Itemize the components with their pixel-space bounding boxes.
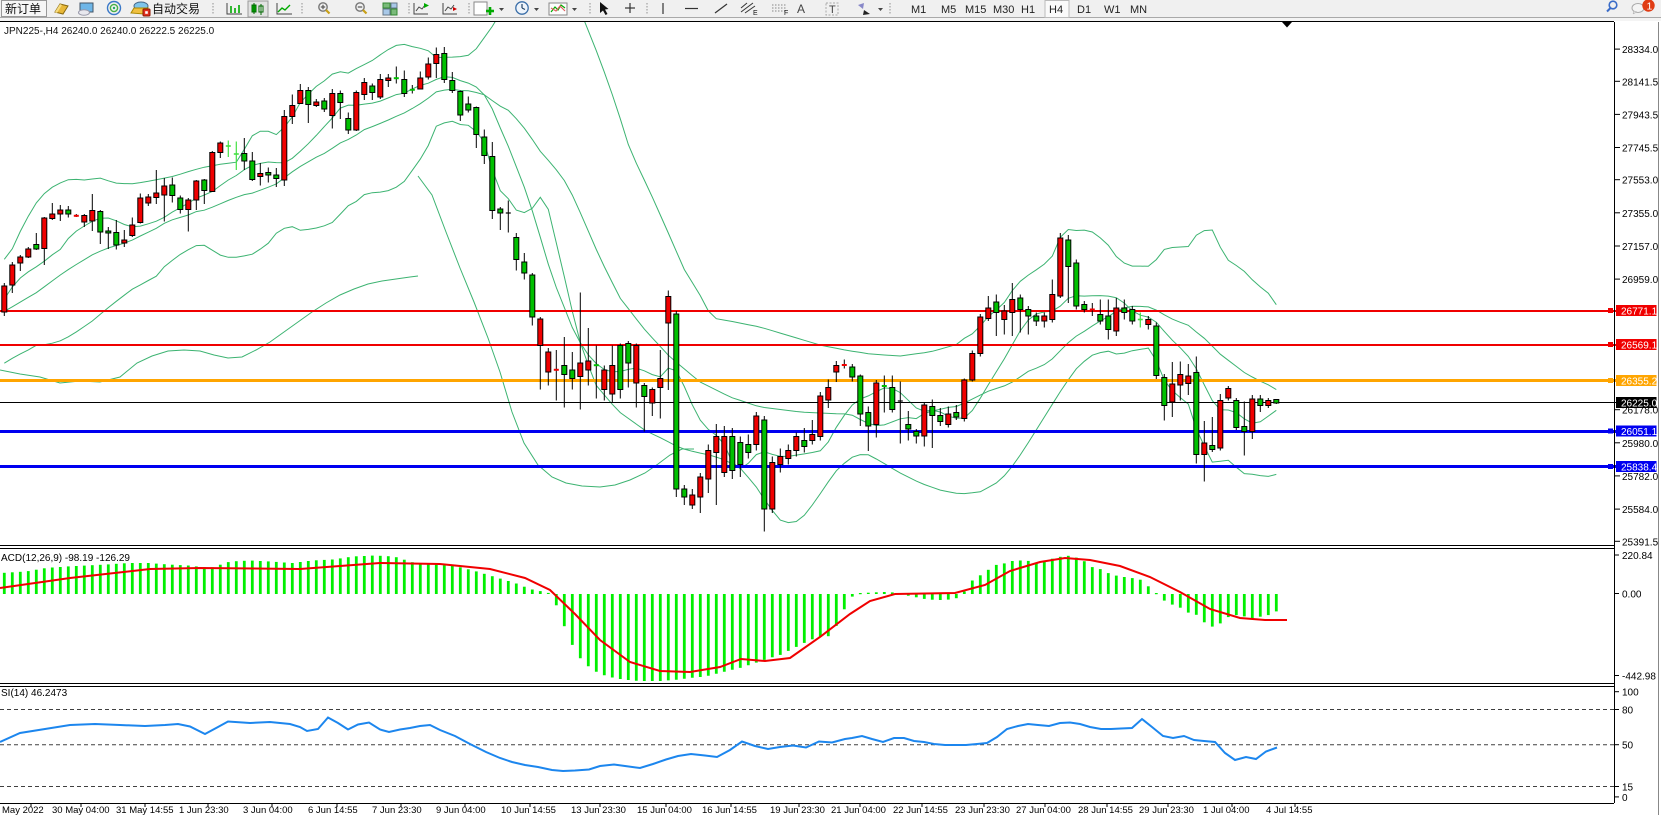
svg-text:E: E — [753, 10, 758, 17]
svg-text:25980.0: 25980.0 — [1622, 439, 1659, 450]
svg-text:27 Jun 04:00: 27 Jun 04:00 — [1016, 805, 1071, 815]
svg-text:15 Jun 04:00: 15 Jun 04:00 — [637, 805, 692, 815]
svg-text:7 Jun 23:30: 7 Jun 23:30 — [372, 805, 422, 815]
svg-text:M5: M5 — [941, 4, 956, 16]
svg-text:M1: M1 — [911, 4, 926, 16]
svg-text:80: 80 — [1622, 706, 1634, 717]
svg-text:27553.0: 27553.0 — [1622, 176, 1659, 187]
svg-text:26771.1: 26771.1 — [1621, 307, 1658, 318]
svg-text:27157.0: 27157.0 — [1622, 242, 1659, 253]
svg-text:May 2022: May 2022 — [2, 805, 44, 815]
svg-text:JPN225-,H4 26240.0 26240.0 26: JPN225-,H4 26240.0 26240.0 26222.5 26225… — [4, 26, 215, 37]
svg-text:26959.0: 26959.0 — [1622, 275, 1659, 286]
svg-text:H1: H1 — [1021, 4, 1035, 16]
svg-text:27355.0: 27355.0 — [1622, 209, 1659, 220]
svg-text:16 Jun 14:55: 16 Jun 14:55 — [702, 805, 757, 815]
svg-text:SI(14) 46.2473: SI(14) 46.2473 — [1, 688, 68, 699]
svg-text:M30: M30 — [993, 4, 1014, 16]
svg-text:H4: H4 — [1049, 4, 1063, 16]
svg-text:26178.0: 26178.0 — [1622, 406, 1659, 417]
svg-text:0.00: 0.00 — [1622, 590, 1642, 601]
svg-text:22 Jun 14:55: 22 Jun 14:55 — [893, 805, 948, 815]
svg-text:31 May 14:55: 31 May 14:55 — [116, 805, 174, 815]
svg-text:W1: W1 — [1104, 4, 1121, 16]
svg-text:21 Jun 04:00: 21 Jun 04:00 — [831, 805, 886, 815]
svg-text:25838.4: 25838.4 — [1621, 463, 1658, 474]
svg-text:26569.1: 26569.1 — [1621, 341, 1658, 352]
svg-text:25391.5: 25391.5 — [1622, 537, 1659, 548]
svg-text:3 Jun 04:00: 3 Jun 04:00 — [243, 805, 293, 815]
svg-text:26355.2: 26355.2 — [1621, 377, 1658, 388]
svg-text:26051.1: 26051.1 — [1621, 427, 1658, 438]
svg-text:自动交易: 自动交易 — [152, 1, 200, 16]
svg-text:26225.0: 26225.0 — [1621, 399, 1658, 410]
svg-text:1 Jun 23:30: 1 Jun 23:30 — [179, 805, 229, 815]
svg-text:新订单: 新订单 — [5, 1, 41, 16]
svg-text:19 Jun 23:30: 19 Jun 23:30 — [770, 805, 825, 815]
svg-text:23 Jun 23:30: 23 Jun 23:30 — [955, 805, 1010, 815]
svg-text:A: A — [797, 2, 805, 16]
svg-text:D1: D1 — [1077, 4, 1091, 16]
svg-text:0: 0 — [1622, 793, 1628, 804]
svg-text:50: 50 — [1622, 741, 1634, 752]
svg-text:28334.0: 28334.0 — [1622, 45, 1659, 56]
svg-text:220.84: 220.84 — [1622, 551, 1653, 562]
svg-text:25782.0: 25782.0 — [1622, 472, 1659, 483]
svg-text:1: 1 — [1647, 1, 1653, 13]
svg-text:30 May 04:00: 30 May 04:00 — [52, 805, 110, 815]
svg-text:29 Jun 23:30: 29 Jun 23:30 — [1139, 805, 1194, 815]
svg-text:100: 100 — [1622, 688, 1639, 699]
svg-text:F: F — [784, 10, 788, 17]
svg-text:27745.5: 27745.5 — [1622, 144, 1659, 155]
svg-text:9 Jun 04:00: 9 Jun 04:00 — [436, 805, 486, 815]
svg-text:27943.5: 27943.5 — [1622, 110, 1659, 121]
svg-text:MN: MN — [1130, 4, 1147, 16]
svg-text:15: 15 — [1622, 783, 1634, 794]
svg-text:4 Jul 14:55: 4 Jul 14:55 — [1266, 805, 1312, 815]
svg-text:1 Jul 04:00: 1 Jul 04:00 — [1203, 805, 1249, 815]
svg-text:25584.0: 25584.0 — [1622, 505, 1659, 516]
svg-text:28141.5: 28141.5 — [1622, 77, 1659, 88]
svg-text:10 Jun 14:55: 10 Jun 14:55 — [501, 805, 556, 815]
svg-text:13 Jun 23:30: 13 Jun 23:30 — [571, 805, 626, 815]
svg-text:-442.98: -442.98 — [1622, 672, 1656, 683]
svg-text:T: T — [829, 4, 836, 16]
svg-text:6 Jun 14:55: 6 Jun 14:55 — [308, 805, 358, 815]
svg-text:M15: M15 — [965, 4, 986, 16]
svg-text:ACD(12,26,9) -98.19 -126.29: ACD(12,26,9) -98.19 -126.29 — [1, 553, 130, 564]
svg-text:28 Jun 14:55: 28 Jun 14:55 — [1078, 805, 1133, 815]
